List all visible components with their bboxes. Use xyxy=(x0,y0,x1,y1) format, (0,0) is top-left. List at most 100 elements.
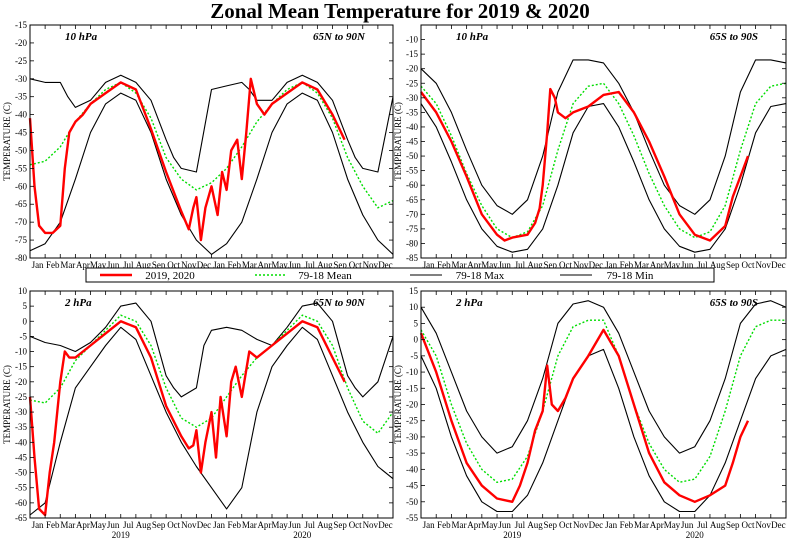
legend-label: 79-18 Max xyxy=(456,270,505,282)
y-tick-label: -15 xyxy=(406,383,418,393)
x-year-label: 2019 xyxy=(503,530,522,540)
series-line-79-18-max xyxy=(420,300,787,454)
x-tick-label: Jan xyxy=(605,520,617,530)
legend-label: 79-18 Mean xyxy=(298,270,352,282)
y-tick-label: -65 xyxy=(15,199,27,209)
x-tick-label: Apr xyxy=(467,260,481,270)
y-tick-label: -5 xyxy=(411,351,419,361)
y-tick-label: 0 xyxy=(23,316,28,326)
pressure-level-label: 2 hPa xyxy=(455,297,483,309)
series-line-79-18-min xyxy=(420,348,787,513)
chart-panel-3: 10 5 0 -5 -10 -15 -20 -25 -30 -35 -40 -45 -50 -55 -60 -… xyxy=(2,286,394,540)
x-tick-label: Feb xyxy=(227,520,241,530)
x-tick-label: Jan xyxy=(32,520,44,530)
x-tick-label: May xyxy=(90,520,107,530)
y-tick-label: -40 xyxy=(15,110,27,120)
pressure-level-label: 2 hPa xyxy=(64,297,92,309)
y-tick-label: -75 xyxy=(406,224,418,234)
y-tick-label: -80 xyxy=(406,238,418,248)
x-tick-label: Mar xyxy=(634,520,649,530)
x-tick-label: Sep xyxy=(152,260,166,270)
x-tick-label: May xyxy=(271,520,288,530)
y-tick-label: -55 xyxy=(406,513,418,523)
chart-panel-1: -15 -20 -25 -30 -35 -40 -45 -50 -55 -60 -65 -70 -75 -… xyxy=(2,20,394,280)
series-line-79-18-max xyxy=(29,74,394,173)
chart-panel-2: -10 -15 -20 -25 -30 -35 -40 -45 -50 -55 -60 -65 -70 -… xyxy=(393,24,787,280)
y-tick-label: 5 xyxy=(414,318,419,328)
x-tick-label: Apr xyxy=(467,520,481,530)
x-tick-label: Jun xyxy=(288,520,301,530)
x-tick-label: Nov xyxy=(363,520,379,530)
chart-panel-4: 15 10 5 0 -5 -10 -15 -20 -25 -30 -35 -40 -45 -50 -55 Ja… xyxy=(393,286,787,540)
series-line-79-18-max xyxy=(29,302,394,398)
y-tick-label: -40 xyxy=(406,464,418,474)
y-tick-label: 10 xyxy=(409,302,419,312)
x-tick-label: Nov xyxy=(755,520,771,530)
y-tick-label: -35 xyxy=(406,107,418,117)
x-tick-label: Aug xyxy=(317,520,333,530)
y-tick-label: -20 xyxy=(15,38,27,48)
x-tick-label: Jan xyxy=(423,520,435,530)
x-tick-label: Jul xyxy=(305,520,316,530)
x-tick-label: Feb xyxy=(620,260,634,270)
x-tick-label: May xyxy=(271,260,288,270)
y-tick-label: -15 xyxy=(15,362,27,372)
x-tick-label: May xyxy=(481,520,498,530)
y-tick-label: -55 xyxy=(15,483,27,493)
y-tick-label: -20 xyxy=(406,400,418,410)
legend-label: 79-18 Min xyxy=(607,270,654,282)
y-tick-label: -60 xyxy=(15,498,27,508)
x-tick-label: Jun xyxy=(498,520,511,530)
panels: -15-20-25-30-35-40-45-50-55-60-65-70-75-… xyxy=(2,20,787,540)
x-tick-label: Feb xyxy=(437,520,451,530)
x-tick-label: Oct xyxy=(741,260,754,270)
x-tick-label: Apr xyxy=(76,520,90,530)
x-tick-label: Apr xyxy=(650,520,664,530)
series-line-79-18-min xyxy=(420,103,787,253)
x-tick-label: Mar xyxy=(634,260,649,270)
y-tick-label: -75 xyxy=(15,235,27,245)
series-line-2019-2020 xyxy=(28,320,346,517)
x-tick-label: Feb xyxy=(227,260,241,270)
y-tick-label: -50 xyxy=(15,145,27,155)
x-tick-label: Jun xyxy=(107,520,120,530)
x-tick-label: Oct xyxy=(167,260,180,270)
x-tick-label: Sep xyxy=(544,520,558,530)
x-tick-label: Feb xyxy=(46,260,60,270)
x-tick-label: Sep xyxy=(333,260,347,270)
x-tick-label: Dec xyxy=(378,520,393,530)
y-tick-label: -15 xyxy=(15,20,27,30)
series-line-2019-2020 xyxy=(419,328,750,503)
y-tick-label: -35 xyxy=(15,92,27,102)
x-tick-label: Mar xyxy=(60,260,75,270)
x-tick-label: Jan xyxy=(213,520,225,530)
y-tick-label: -25 xyxy=(406,78,418,88)
x-tick-label: Jan xyxy=(213,260,225,270)
x-tick-label: Dec xyxy=(197,260,212,270)
y-tick-label: -15 xyxy=(406,49,418,59)
x-tick-label: Sep xyxy=(726,260,740,270)
x-tick-label: May xyxy=(481,260,498,270)
x-tick-label: Jan xyxy=(605,260,617,270)
x-tick-label: Nov xyxy=(573,260,589,270)
x-tick-label: Sep xyxy=(544,260,558,270)
y-tick-label: 10 xyxy=(18,286,28,296)
y-tick-label: -40 xyxy=(406,122,418,132)
pressure-level-label: 10 hPa xyxy=(456,31,489,43)
x-tick-label: Dec xyxy=(589,520,604,530)
region-label: 65S to 90S xyxy=(710,297,758,309)
x-tick-label: Oct xyxy=(349,520,362,530)
x-year-label: 2019 xyxy=(112,530,131,540)
x-tick-label: Dec xyxy=(589,260,604,270)
x-tick-label: Sep xyxy=(152,520,166,530)
x-tick-label: Aug xyxy=(710,520,726,530)
x-tick-label: Aug xyxy=(136,260,152,270)
y-tick-label: -25 xyxy=(15,56,27,66)
y-tick-label: -65 xyxy=(15,513,27,523)
y-tick-label: -55 xyxy=(15,163,27,173)
y-tick-label: -35 xyxy=(15,422,27,432)
x-tick-label: Jul xyxy=(697,260,708,270)
legend-frame xyxy=(85,267,715,283)
y-tick-label: -10 xyxy=(406,367,418,377)
